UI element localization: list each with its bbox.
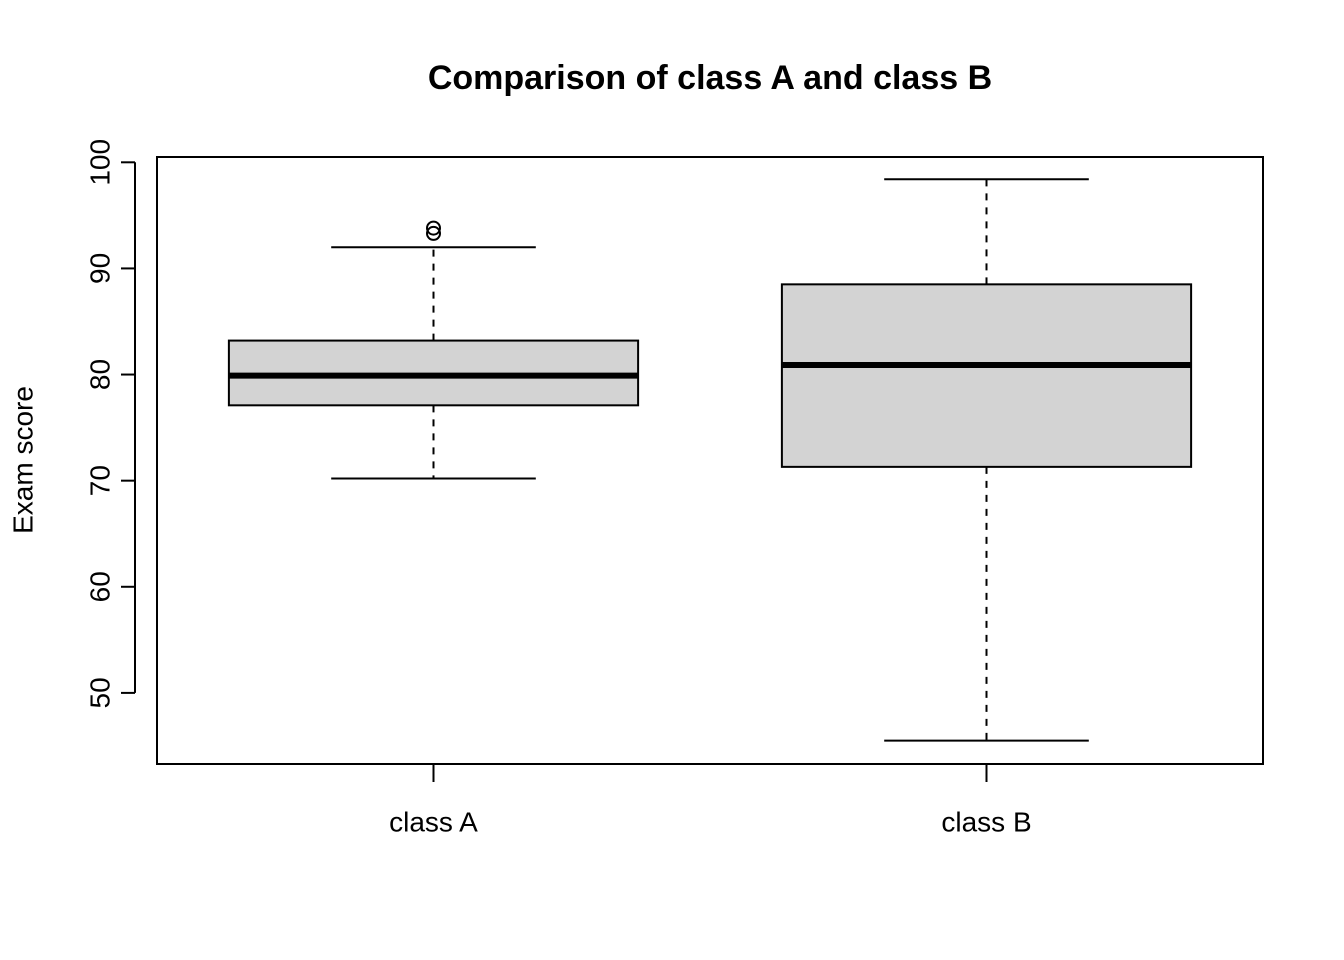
y-tick-label: 50 [84,677,115,708]
box [780,283,1193,468]
x-tick-label: class A [389,806,478,837]
plot-frame [156,156,1264,765]
y-tick-label: 70 [84,465,115,496]
y-tick-label: 100 [84,139,115,186]
y-tick-label: 90 [84,253,115,284]
y-tick-label: 60 [84,571,115,602]
chart-title: Comparison of class A and class B [428,59,992,97]
outlier [426,220,441,236]
outlier [426,225,441,241]
y-tick-label: 80 [84,359,115,390]
x-tick-label: class B [941,806,1031,837]
y-axis-label: Exam score [7,386,38,534]
